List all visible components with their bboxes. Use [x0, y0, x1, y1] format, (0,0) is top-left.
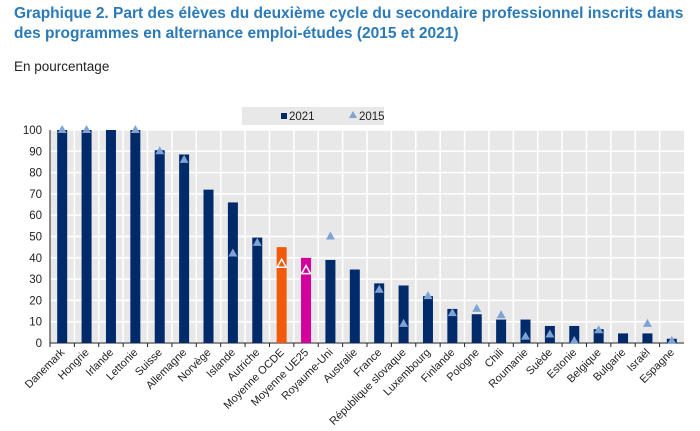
- bar-2021: [203, 189, 214, 343]
- marker-2015: [447, 308, 457, 317]
- bar-2021: [252, 237, 263, 343]
- bar-2021: [57, 130, 68, 343]
- bar-2021: [276, 247, 287, 343]
- marker-2015: [642, 318, 652, 327]
- chart-title: Graphique 2. Part des élèves du deuxième…: [14, 5, 684, 42]
- marker-2015: [594, 325, 604, 334]
- y-tick-label: 60: [29, 210, 42, 222]
- marker-2015: [667, 335, 677, 344]
- marker-2015: [545, 329, 555, 338]
- marker-2015: [496, 310, 506, 319]
- bar-2021: [520, 319, 531, 343]
- marker-2015: [130, 125, 140, 133]
- legend-label-2021: 2021: [289, 111, 315, 123]
- y-tick-label: 40: [29, 253, 42, 265]
- bar-2021: [471, 314, 482, 343]
- chart-subtitle: En pourcentage: [14, 59, 110, 74]
- marker-2015: [155, 146, 165, 155]
- bar-2021: [374, 283, 385, 343]
- marker-2015: [569, 335, 579, 344]
- bar-2021: [496, 319, 507, 343]
- bar-2021: [349, 269, 360, 343]
- legend-label-2015: 2015: [359, 111, 385, 123]
- y-tick-label: 80: [29, 168, 42, 180]
- marker-2015: [374, 284, 384, 293]
- bar-2021: [593, 329, 604, 343]
- y-tick-label: 20: [29, 295, 42, 307]
- bar-2021: [325, 259, 336, 343]
- bar-2021: [179, 154, 190, 343]
- y-tick-label: 90: [29, 146, 42, 158]
- marker-2015: [521, 331, 530, 340]
- marker-2015: [57, 125, 67, 133]
- bar-2021: [81, 130, 92, 343]
- marker-2015: [179, 154, 189, 163]
- bar-2021: [642, 333, 653, 343]
- y-tick-label: 50: [29, 232, 42, 244]
- legend: [242, 107, 384, 125]
- y-tick-label: 10: [29, 317, 42, 329]
- y-tick-label: 30: [29, 274, 42, 286]
- y-tick-label: 70: [29, 189, 42, 201]
- bar-2021: [227, 202, 238, 343]
- marker-2015: [325, 231, 335, 240]
- marker-2015: [399, 318, 409, 327]
- y-tick-label: 100: [23, 125, 42, 137]
- bar-2021: [130, 130, 141, 343]
- marker-2015: [228, 248, 238, 257]
- bar-2021: [618, 333, 629, 343]
- bar-2021: [447, 308, 458, 343]
- marker-2015: [423, 291, 433, 300]
- y-tick-label: 0: [36, 338, 42, 350]
- legend-triangle-icon: [349, 111, 357, 118]
- legend-bar-icon: [281, 113, 287, 119]
- marker-2015: [82, 125, 92, 133]
- marker-2015: [300, 264, 312, 275]
- bar-2021: [154, 150, 165, 343]
- bar-2021: [105, 130, 116, 343]
- marker-2015: [252, 237, 262, 246]
- bar-2021: [398, 285, 409, 343]
- marker-2015: [275, 257, 288, 268]
- bar-2021: [569, 325, 580, 343]
- marker-2015: [472, 303, 482, 312]
- bar-2021: [422, 296, 433, 343]
- bar-2021: [301, 257, 312, 343]
